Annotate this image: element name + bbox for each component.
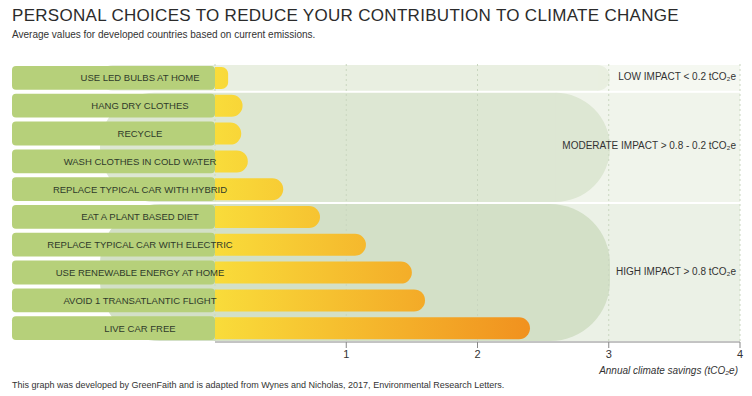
svg-text:AVOID 1 TRANSATLANTIC FLIGHT: AVOID 1 TRANSATLANTIC FLIGHT <box>63 295 216 306</box>
svg-text:RECYCLE: RECYCLE <box>118 128 163 139</box>
svg-text:LIVE CAR FREE: LIVE CAR FREE <box>104 323 175 334</box>
svg-text:REPLACE TYPICAL CAR WITH HYBRI: REPLACE TYPICAL CAR WITH HYBRID <box>53 184 227 195</box>
svg-text:EAT A PLANT BASED DIET: EAT A PLANT BASED DIET <box>81 211 199 222</box>
svg-text:4: 4 <box>737 348 743 360</box>
svg-text:REPLACE TYPICAL CAR WITH ELECT: REPLACE TYPICAL CAR WITH ELECTRIC <box>47 239 232 250</box>
svg-text:USE RENEWABLE ENERGY AT HOME: USE RENEWABLE ENERGY AT HOME <box>56 267 225 278</box>
svg-text:USE LED BULBS AT HOME: USE LED BULBS AT HOME <box>81 72 200 83</box>
html-text:This graph was developed by Gr: This graph was developed by GreenFaith a… <box>12 380 505 390</box>
svg-text:2: 2 <box>474 348 480 360</box>
html-text:Average values for developed c: Average values for developed countries b… <box>12 29 316 40</box>
svg-text:HANG DRY CLOTHES: HANG DRY CLOTHES <box>91 100 188 111</box>
html-text:Annual climate savings (tCO₂e): Annual climate savings (tCO₂e) <box>599 365 738 376</box>
svg-text:WASH CLOTHES IN COLD WATER: WASH CLOTHES IN COLD WATER <box>64 156 217 167</box>
html-text:MODERATE IMPACT > 0.8 - 0.2 tC: MODERATE IMPACT > 0.8 - 0.2 tCO₂e <box>562 140 736 152</box>
svg-text:3: 3 <box>606 348 612 360</box>
html-text:HIGH IMPACT > 0.8 tCO₂e: HIGH IMPACT > 0.8 tCO₂e <box>616 265 736 277</box>
html-text:LOW IMPACT < 0.2 tCO₂e: LOW IMPACT < 0.2 tCO₂e <box>618 70 736 82</box>
svg-text:1: 1 <box>343 348 349 360</box>
html-text:PERSONAL CHOICES TO REDUCE YOU: PERSONAL CHOICES TO REDUCE YOUR CONTRIBU… <box>12 6 679 25</box>
